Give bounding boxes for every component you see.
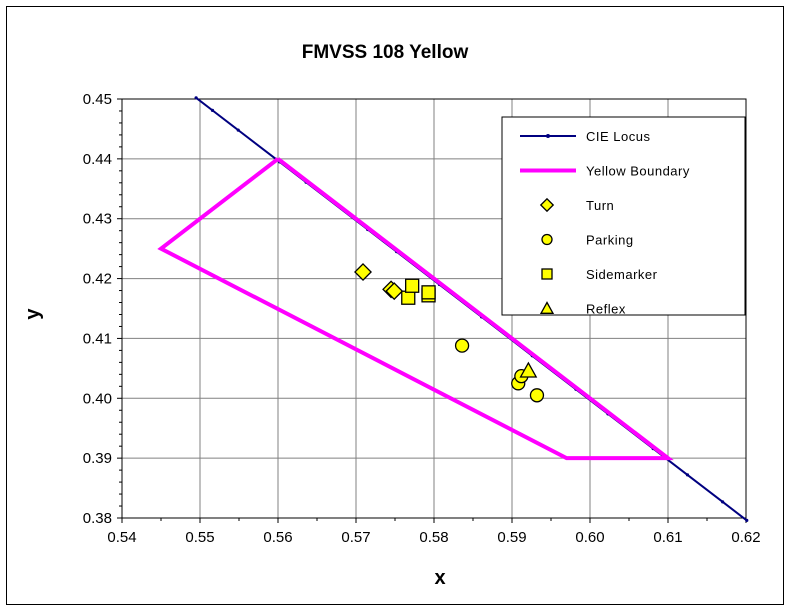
x-tick-label: 0.62 xyxy=(731,529,760,546)
x-tick-label: 0.60 xyxy=(575,529,604,546)
legend-swatch-cie-locus-dot xyxy=(546,134,550,138)
x-tick-label: 0.54 xyxy=(107,529,136,546)
cie-locus-point xyxy=(721,500,725,504)
cie-locus-point xyxy=(210,108,215,112)
x-tick-label: 0.59 xyxy=(497,529,526,546)
sidemarker-marker xyxy=(421,285,436,300)
y-tick-label: 0.45 xyxy=(83,91,112,108)
y-tick-label: 0.39 xyxy=(83,450,112,467)
y-tick-label: 0.43 xyxy=(83,211,112,228)
turn-marker xyxy=(385,282,404,301)
x-tick-label: 0.58 xyxy=(419,529,448,546)
legend-swatch-reflex xyxy=(539,301,555,314)
cie-locus-point xyxy=(236,128,240,132)
legend-label-parking: Parking xyxy=(586,233,634,248)
cie-locus-point xyxy=(745,518,749,522)
x-axis-label: x xyxy=(434,567,445,589)
legend-label-cie-locus: CIE Locus xyxy=(586,129,650,144)
tick-labels: 0.54 0.55 0.56 0.57 0.58 0.59 0.60 0.61 0.62 0.38… xyxy=(83,91,761,546)
x-tick-label: 0.61 xyxy=(653,529,682,546)
legend-label-sidemarker: Sidemarker xyxy=(586,267,658,282)
x-tick-label: 0.55 xyxy=(185,529,214,546)
y-tick-label: 0.42 xyxy=(83,271,112,288)
sidemarker-marker xyxy=(405,278,420,293)
axes xyxy=(117,98,747,523)
legend-label-yellow-boundary: Yellow Boundary xyxy=(586,164,690,179)
parking-marker xyxy=(529,388,545,403)
y-axis-label: y xyxy=(22,308,44,320)
legend-swatch-parking xyxy=(541,233,553,246)
chart-canvas: FMVSS 108 Yellow x y 0.54 0.55 0.56 0.57 0.5… xyxy=(22,42,761,589)
parking-marker xyxy=(454,338,470,353)
legend: CIE Locus Yellow Boundary Turn Parking Sidem… xyxy=(501,116,746,317)
y-tick-label: 0.38 xyxy=(83,510,112,527)
cie-locus-point xyxy=(685,473,690,477)
legend-swatch-sidemarker xyxy=(541,268,553,280)
x-tick-label: 0.56 xyxy=(263,529,292,546)
plot-series xyxy=(157,96,749,522)
legend-swatch-turn xyxy=(539,197,555,213)
legend-label-reflex: Reflex xyxy=(586,302,626,317)
y-tick-label: 0.44 xyxy=(83,151,112,168)
cie-locus-point xyxy=(194,96,198,100)
y-tick-label: 0.40 xyxy=(83,390,112,407)
sidemarker-marker xyxy=(401,290,416,305)
legend-box xyxy=(501,116,746,316)
plot-border xyxy=(121,98,747,519)
reflex-marker xyxy=(519,361,538,378)
x-tick-label: 0.57 xyxy=(341,529,370,546)
chart-title: FMVSS 108 Yellow xyxy=(302,42,469,63)
turn-marker xyxy=(354,263,372,281)
y-tick-label: 0.41 xyxy=(83,330,112,347)
yellow-boundary-line xyxy=(157,157,674,461)
legend-label-turn: Turn xyxy=(586,198,614,213)
chart-frame: FMVSS 108 Yellow x y 0.54 0.55 0.56 0.57 0.5… xyxy=(6,6,784,605)
